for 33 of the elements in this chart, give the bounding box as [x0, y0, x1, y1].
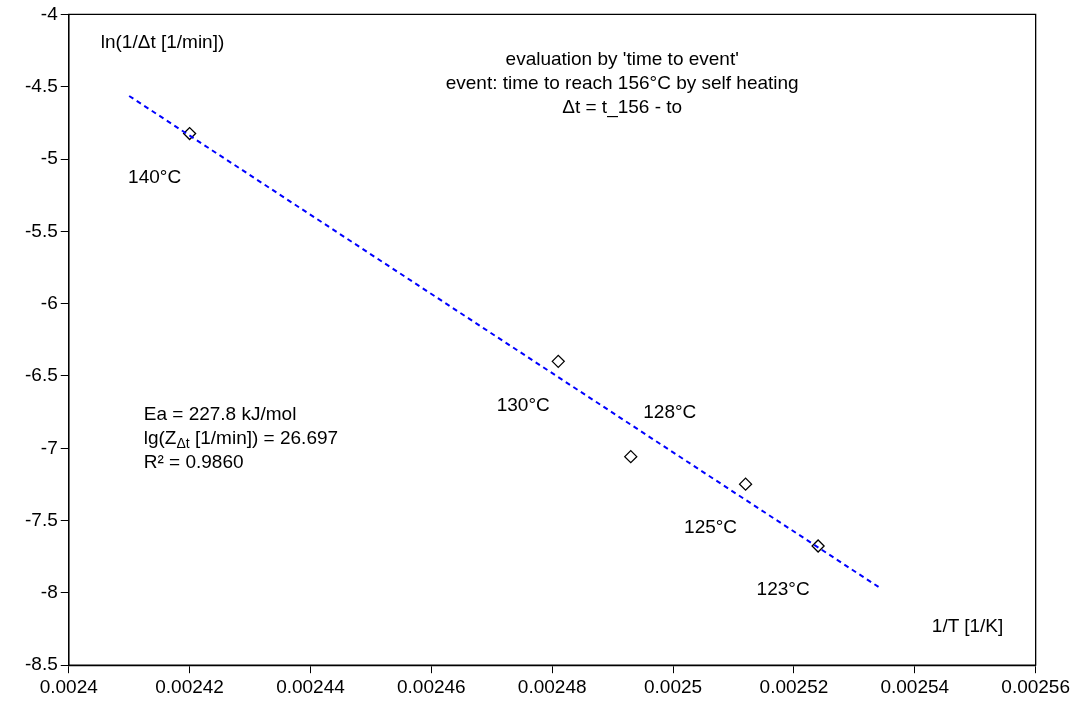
y-tick-label: -8.5 [24, 653, 58, 675]
x-tick-label: 0.00252 [759, 675, 829, 697]
y-tick-label: -8 [40, 581, 58, 603]
x-tick-label: 0.00244 [276, 675, 346, 697]
y-tick-label: -5 [40, 147, 58, 169]
y-tick-label: -4 [40, 2, 59, 24]
y-axis-title: ln(1/Δt [1/min]) [100, 30, 225, 52]
x-tick-label: 0.00254 [880, 675, 950, 697]
x-tick-label: 0.0025 [644, 675, 703, 697]
annotation: 130°C [496, 393, 550, 415]
x-tick-label: 0.0024 [39, 675, 99, 697]
y-tick-label: -7 [40, 436, 58, 458]
point [624, 450, 638, 464]
x-tick-label: 0.00248 [517, 675, 587, 697]
annotation: R² = 0.9860 [143, 450, 244, 472]
point [738, 477, 753, 491]
y-tick-label: -4.5 [24, 74, 58, 96]
x-tick-label: 0.00242 [155, 675, 224, 697]
y-tick-label: -7.5 [24, 508, 58, 530]
point [551, 354, 565, 368]
annotation: Ea = 227.8 kJ/mol [143, 402, 297, 424]
annotation: 123°C [756, 578, 810, 600]
x-tick-label: 0.00256 [1001, 675, 1070, 697]
y-tick-label: -6.5 [24, 364, 58, 386]
annotation: 128°C [643, 400, 697, 422]
annotation: 140°C [128, 165, 182, 187]
text: event: time to reach 156°C by self heating Δt = t_156 - to [445, 71, 799, 118]
text: evaluation by 'time to event' [505, 47, 739, 69]
x-tick-label: 0.00246 [396, 675, 466, 697]
x-axis-title: 1/T [1/K] [931, 615, 1004, 637]
annotation: 125°C [684, 516, 738, 538]
y-tick-label: -5.5 [24, 219, 58, 241]
y-tick-label: -6 [40, 291, 58, 313]
